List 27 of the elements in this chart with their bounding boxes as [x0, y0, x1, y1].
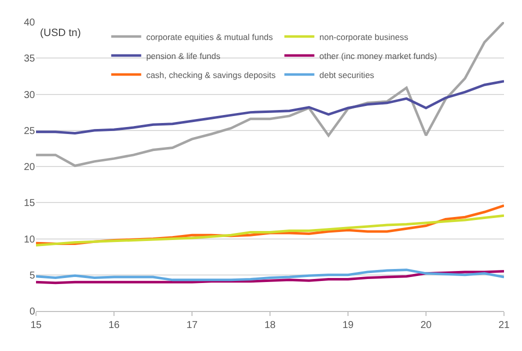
y-tick-label: 5: [29, 270, 36, 282]
y-tick-label: 15: [24, 198, 36, 210]
line-series: [36, 22, 504, 168]
legend-label: other (inc money market funds): [319, 50, 438, 61]
y-tick-label: 0: [29, 306, 36, 318]
line-series: [36, 80, 504, 135]
line-series: [36, 214, 504, 246]
legend-label: pension & life funds: [146, 50, 220, 61]
line-series: [36, 268, 504, 282]
legend-label: non-corporate business: [319, 32, 408, 42]
y-tick-label: 20: [24, 162, 36, 173]
legend-label: debt securities: [319, 70, 374, 80]
y-tick-label: 40: [24, 18, 36, 28]
legend-label: corporate equities & mutual funds: [146, 32, 273, 42]
y-tick-label: 10: [24, 234, 36, 246]
y-tick-label: 25: [24, 126, 36, 137]
legend-label: cash, checking & savings deposits: [146, 70, 276, 80]
line-series: [36, 270, 504, 284]
annotation: (USD tn): [40, 27, 81, 39]
y-tick-label: 30: [24, 90, 36, 101]
x-tick-label: 17: [186, 320, 198, 331]
x-tick-label: 18: [264, 320, 276, 331]
x-tick-label: 16: [108, 320, 120, 331]
y-tick-label: 35: [24, 54, 36, 65]
x-tick-label: 20: [420, 320, 432, 331]
x-tick-label: 21: [498, 320, 510, 331]
x-tick-label: 19: [342, 320, 354, 331]
